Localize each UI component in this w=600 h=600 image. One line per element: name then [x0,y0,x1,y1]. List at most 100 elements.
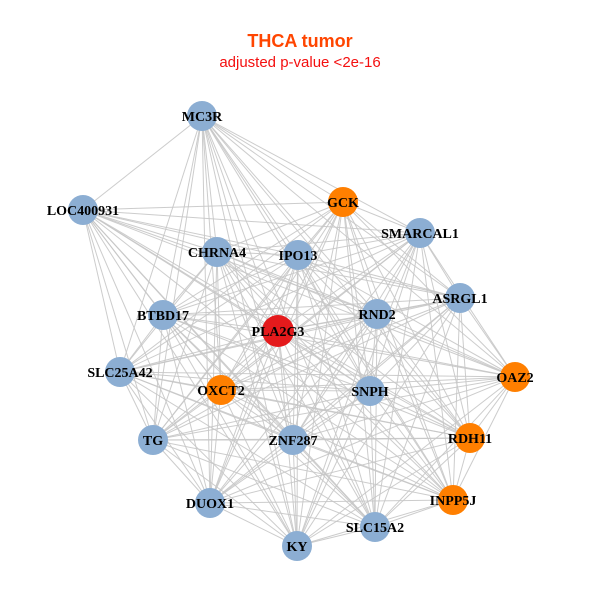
edge-SNPH-KY [296,390,371,547]
edge-BTBD17-KY [162,314,298,547]
edge-LOC400931-SLC25A42 [82,209,121,373]
edge-BTBD17-TG [152,314,164,441]
edge-SLC25A42-KY [119,371,298,547]
node-DUOX1 [195,488,225,518]
node-label-KY: KY [287,540,308,555]
node-label-OAZ2: OAZ2 [496,371,533,386]
labels-layer: MC3R LOC400931 GCK SMARCAL1 CHRNA4 IPO13 ASRGL… [47,110,534,555]
edge-CHRNA4-PLA2G3 [216,251,279,332]
edge-IPO13-TG [152,254,299,441]
edge-PLA2G3-SLC15A2 [277,330,376,528]
edge-ASRGL1-TG [152,297,461,441]
edge-MC3R-DUOX1 [201,115,211,504]
edge-BTBD17-RND2 [162,313,378,316]
edge-SMARCAL1-RDH11 [419,232,471,439]
edge-MC3R-IPO13 [201,115,299,256]
edge-GCK-DUOX1 [209,201,344,504]
edge-ZNF287-INPP5J [292,439,454,501]
node-KY [282,531,312,561]
node-label-CHRNA4: CHRNA4 [188,246,246,261]
edge-BTBD17-PLA2G3 [162,314,279,332]
edge-ZNF287-SLC15A2 [292,439,376,528]
edge-OXCT2-DUOX1 [209,389,222,504]
edge-ASRGL1-INPP5J [452,297,461,501]
edge-MC3R-CHRNA4 [201,115,218,253]
edge-RND2-KY [296,313,378,547]
edge-MC3R-RND2 [201,115,378,315]
edge-GCK-PLA2G3 [277,201,344,332]
edge-CHRNA4-TG [152,251,218,441]
edge-LOC400931-GCK [82,201,344,211]
edge-CHRNA4-INPP5J [216,251,454,501]
edge-OXCT2-SNPH [220,389,371,392]
node-LOC400931 [68,195,98,225]
edge-RND2-PLA2G3 [277,313,378,332]
edge-RDH11-KY [296,437,471,547]
node-INPP5J [438,485,468,515]
edge-LOC400931-TG [82,209,154,441]
node-SLC15A2 [360,512,390,542]
edge-SNPH-SLC15A2 [369,390,376,528]
edge-CHRNA4-KY [216,251,298,547]
edge-IPO13-DUOX1 [209,254,299,504]
edge-OAZ2-SLC15A2 [374,376,516,528]
edge-RDH11-DUOX1 [209,437,471,504]
edge-MC3R-ZNF287 [201,115,294,441]
node-label-IPO13: IPO13 [279,249,318,264]
node-ZNF287 [278,425,308,455]
edge-PLA2G3-DUOX1 [209,330,279,504]
edge-OXCT2-SLC15A2 [220,389,376,528]
figure-subtitle: adjusted p-value <2e-16 [219,54,380,71]
edge-OAZ2-ZNF287 [292,376,516,441]
edge-RND2-ZNF287 [292,313,378,441]
edge-IPO13-ASRGL1 [297,254,461,299]
node-TG [138,425,168,455]
edge-ZNF287-RDH11 [292,437,471,441]
edge-GCK-OXCT2 [220,201,344,391]
edge-TG-SLC15A2 [152,439,376,528]
edge-SMARCAL1-IPO13 [297,232,421,256]
edge-SNPH-ZNF287 [292,390,371,441]
node-label-ASRGL1: ASRGL1 [432,292,487,307]
edge-MC3R-BTBD17 [162,115,203,316]
edge-OXCT2-INPP5J [220,389,454,501]
node-label-RDH11: RDH11 [448,432,492,447]
node-OXCT2 [206,375,236,405]
figure-title: THCA tumor [247,31,352,51]
node-CHRNA4 [202,237,232,267]
edge-SLC25A42-SNPH [119,371,371,392]
node-label-SLC15A2: SLC15A2 [346,521,404,536]
edge-PLA2G3-INPP5J [277,330,454,501]
node-label-TG: TG [143,434,163,449]
node-ASRGL1 [445,283,475,313]
edge-MC3R-PLA2G3 [201,115,279,332]
edge-LOC400931-CHRNA4 [82,209,218,253]
edge-ASRGL1-OAZ2 [459,297,516,378]
edge-SMARCAL1-INPP5J [419,232,454,501]
edge-LOC400931-OAZ2 [82,209,516,378]
node-BTBD17 [148,300,178,330]
edge-IPO13-OXCT2 [220,254,299,391]
edge-TG-KY [152,439,298,547]
edge-SNPH-OAZ2 [369,376,516,392]
node-RDH11 [455,423,485,453]
node-label-SNPH: SNPH [351,385,388,400]
edge-IPO13-BTBD17 [162,254,299,316]
edge-SNPH-INPP5J [369,390,454,501]
edge-OAZ2-KY [296,376,516,547]
edge-DUOX1-INPP5J [209,499,454,504]
node-label-ZNF287: ZNF287 [269,434,318,449]
edge-OXCT2-KY [220,389,298,547]
node-label-SLC25A42: SLC25A42 [87,366,152,381]
edge-GCK-KY [296,201,344,547]
edge-MC3R-KY [201,115,298,547]
edge-IPO13-SLC25A42 [119,254,299,373]
edge-PLA2G3-OAZ2 [277,330,516,378]
edge-MC3R-LOC400931 [82,115,203,211]
edge-ZNF287-DUOX1 [209,439,294,504]
node-SNPH [355,376,385,406]
edge-IPO13-OAZ2 [297,254,516,378]
edge-TG-INPP5J [152,439,454,501]
